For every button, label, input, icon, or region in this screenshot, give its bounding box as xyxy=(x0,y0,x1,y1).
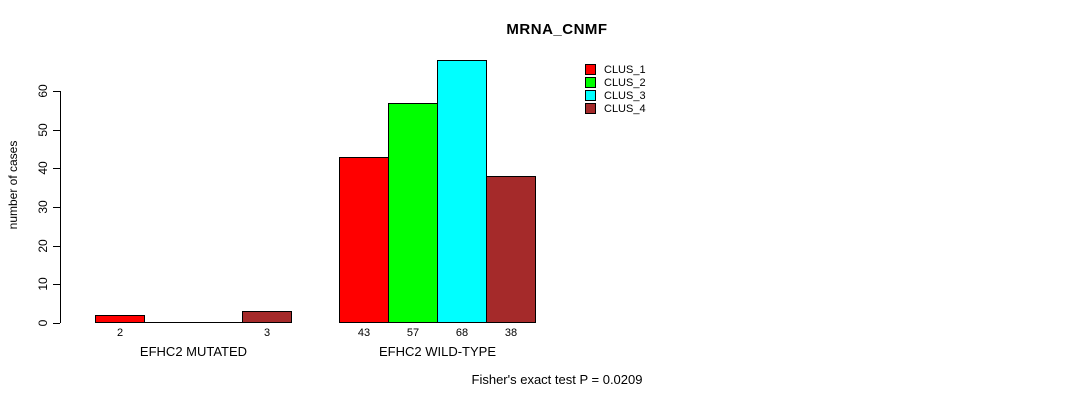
bar-value-label: 57 xyxy=(406,327,420,339)
p-value-annotation: Fisher's exact test P = 0.0209 xyxy=(471,372,643,387)
legend-label: CLUS_2 xyxy=(604,76,646,89)
y-tick xyxy=(53,323,60,324)
y-tick-label: 30 xyxy=(36,200,50,214)
y-tick-label: 50 xyxy=(36,123,50,137)
category-label: EFHC2 MUTATED xyxy=(139,344,248,359)
legend-entry-clus_2: CLUS_2 xyxy=(585,76,646,89)
legend-label: CLUS_3 xyxy=(604,89,646,102)
bar-clus_1 xyxy=(339,157,389,323)
y-tick xyxy=(53,130,60,131)
category-label: EFHC2 WILD-TYPE xyxy=(378,344,497,359)
bar-clus_4 xyxy=(242,311,292,323)
legend-swatch-clus_1 xyxy=(585,64,596,75)
legend-label: CLUS_4 xyxy=(604,102,646,115)
bar-value-label: 2 xyxy=(116,327,124,339)
legend-entry-clus_4: CLUS_4 xyxy=(585,102,646,115)
y-axis-line xyxy=(60,91,61,323)
y-tick-label: 0 xyxy=(36,319,50,327)
legend-entry-clus_3: CLUS_3 xyxy=(585,89,646,102)
bar-clus_3-zero xyxy=(193,322,243,323)
y-tick xyxy=(53,284,60,285)
legend-label: CLUS_1 xyxy=(604,63,646,76)
chart-title: MRNA_CNMF xyxy=(506,21,608,38)
y-tick xyxy=(53,246,60,247)
y-axis-label: number of cases xyxy=(6,140,20,230)
bar-clus_3 xyxy=(437,60,487,323)
bar-value-label: 68 xyxy=(455,327,469,339)
bar-clus_2 xyxy=(388,103,438,323)
legend: CLUS_1 CLUS_2 CLUS_3 CLUS_4 xyxy=(585,63,646,115)
y-tick xyxy=(53,168,60,169)
bar-clus_4 xyxy=(486,176,536,323)
y-tick xyxy=(53,91,60,92)
bar-clus_1 xyxy=(95,315,145,323)
legend-swatch-clus_3 xyxy=(585,90,596,101)
y-tick-label: 60 xyxy=(36,84,50,98)
bar-clus_2-zero xyxy=(144,322,194,323)
y-tick-label: 40 xyxy=(36,161,50,175)
legend-swatch-clus_4 xyxy=(585,103,596,114)
legend-swatch-clus_2 xyxy=(585,77,596,88)
y-tick-label: 10 xyxy=(36,277,50,291)
bar-value-label: 38 xyxy=(504,327,518,339)
y-tick-label: 20 xyxy=(36,239,50,253)
legend-entry-clus_1: CLUS_1 xyxy=(585,63,646,76)
bar-value-label: 3 xyxy=(263,327,271,339)
bar-value-label: 43 xyxy=(357,327,371,339)
y-tick xyxy=(53,207,60,208)
